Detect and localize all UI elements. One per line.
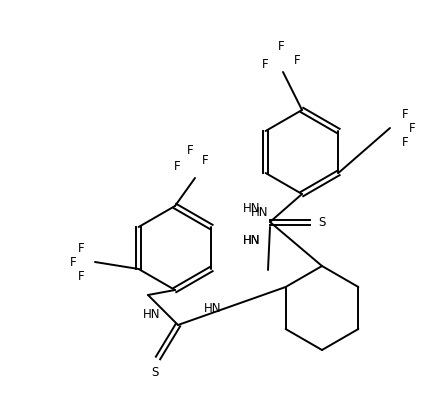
Text: HN: HN bbox=[243, 202, 261, 214]
Text: F: F bbox=[202, 154, 208, 166]
Text: F: F bbox=[187, 143, 193, 156]
Text: F: F bbox=[409, 121, 415, 135]
Text: F: F bbox=[294, 54, 301, 67]
Text: F: F bbox=[402, 135, 408, 148]
Text: S: S bbox=[151, 366, 158, 378]
Text: F: F bbox=[174, 160, 180, 173]
Text: S: S bbox=[318, 216, 326, 229]
Text: HN: HN bbox=[204, 301, 222, 314]
Text: F: F bbox=[278, 40, 284, 54]
Text: HN: HN bbox=[251, 206, 269, 220]
Text: F: F bbox=[402, 108, 408, 121]
Text: F: F bbox=[70, 256, 76, 268]
Text: HN: HN bbox=[243, 233, 261, 247]
Text: F: F bbox=[78, 270, 84, 283]
Text: F: F bbox=[262, 58, 268, 71]
Text: F: F bbox=[78, 241, 84, 254]
Text: HN: HN bbox=[143, 308, 161, 322]
Text: HN: HN bbox=[243, 233, 261, 247]
